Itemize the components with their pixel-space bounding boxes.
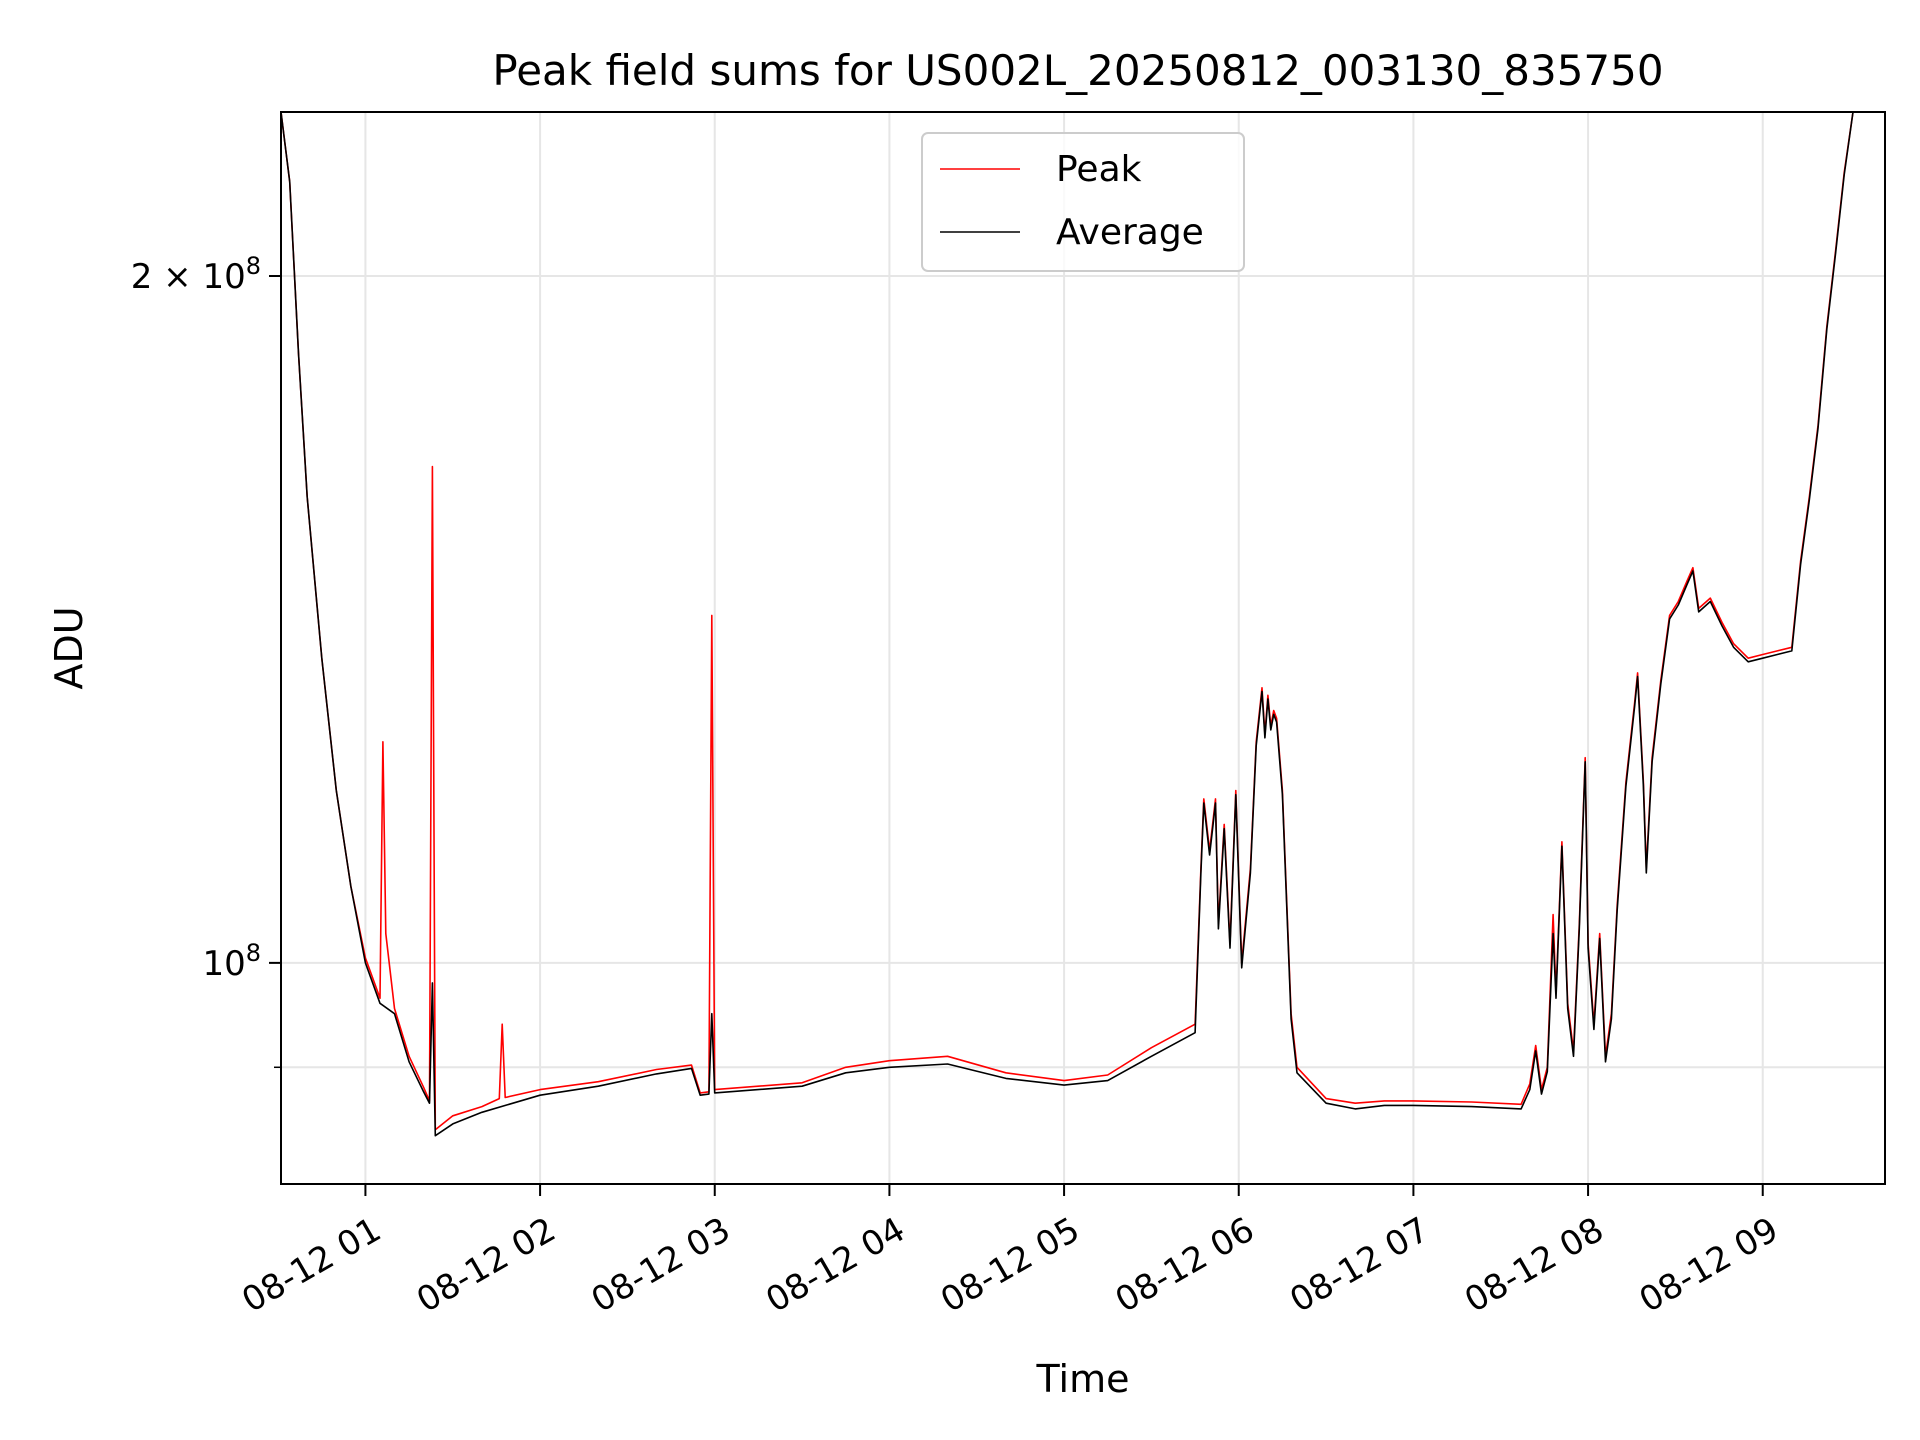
series-layer [281,112,1854,1137]
y-axis-ticks: 108 2 × 108 [131,252,281,1069]
legend-label-average: Average [1056,212,1204,253]
grid-lines [281,112,1885,1184]
legend-label-peak: Peak [1056,149,1142,190]
plot-frame [280,111,1886,1185]
x-axis-label: Time [1036,1357,1130,1401]
series-line-average [281,112,1854,1137]
chart-title: Peak field sums for US002L_20250812_0031… [492,46,1663,95]
legend: Peak Average [921,132,1245,272]
legend-box [921,132,1245,272]
y-axis-label: ADU [47,606,91,689]
y-tick-label: 108 [202,939,261,984]
y-tick-label: 2 × 108 [131,252,261,297]
